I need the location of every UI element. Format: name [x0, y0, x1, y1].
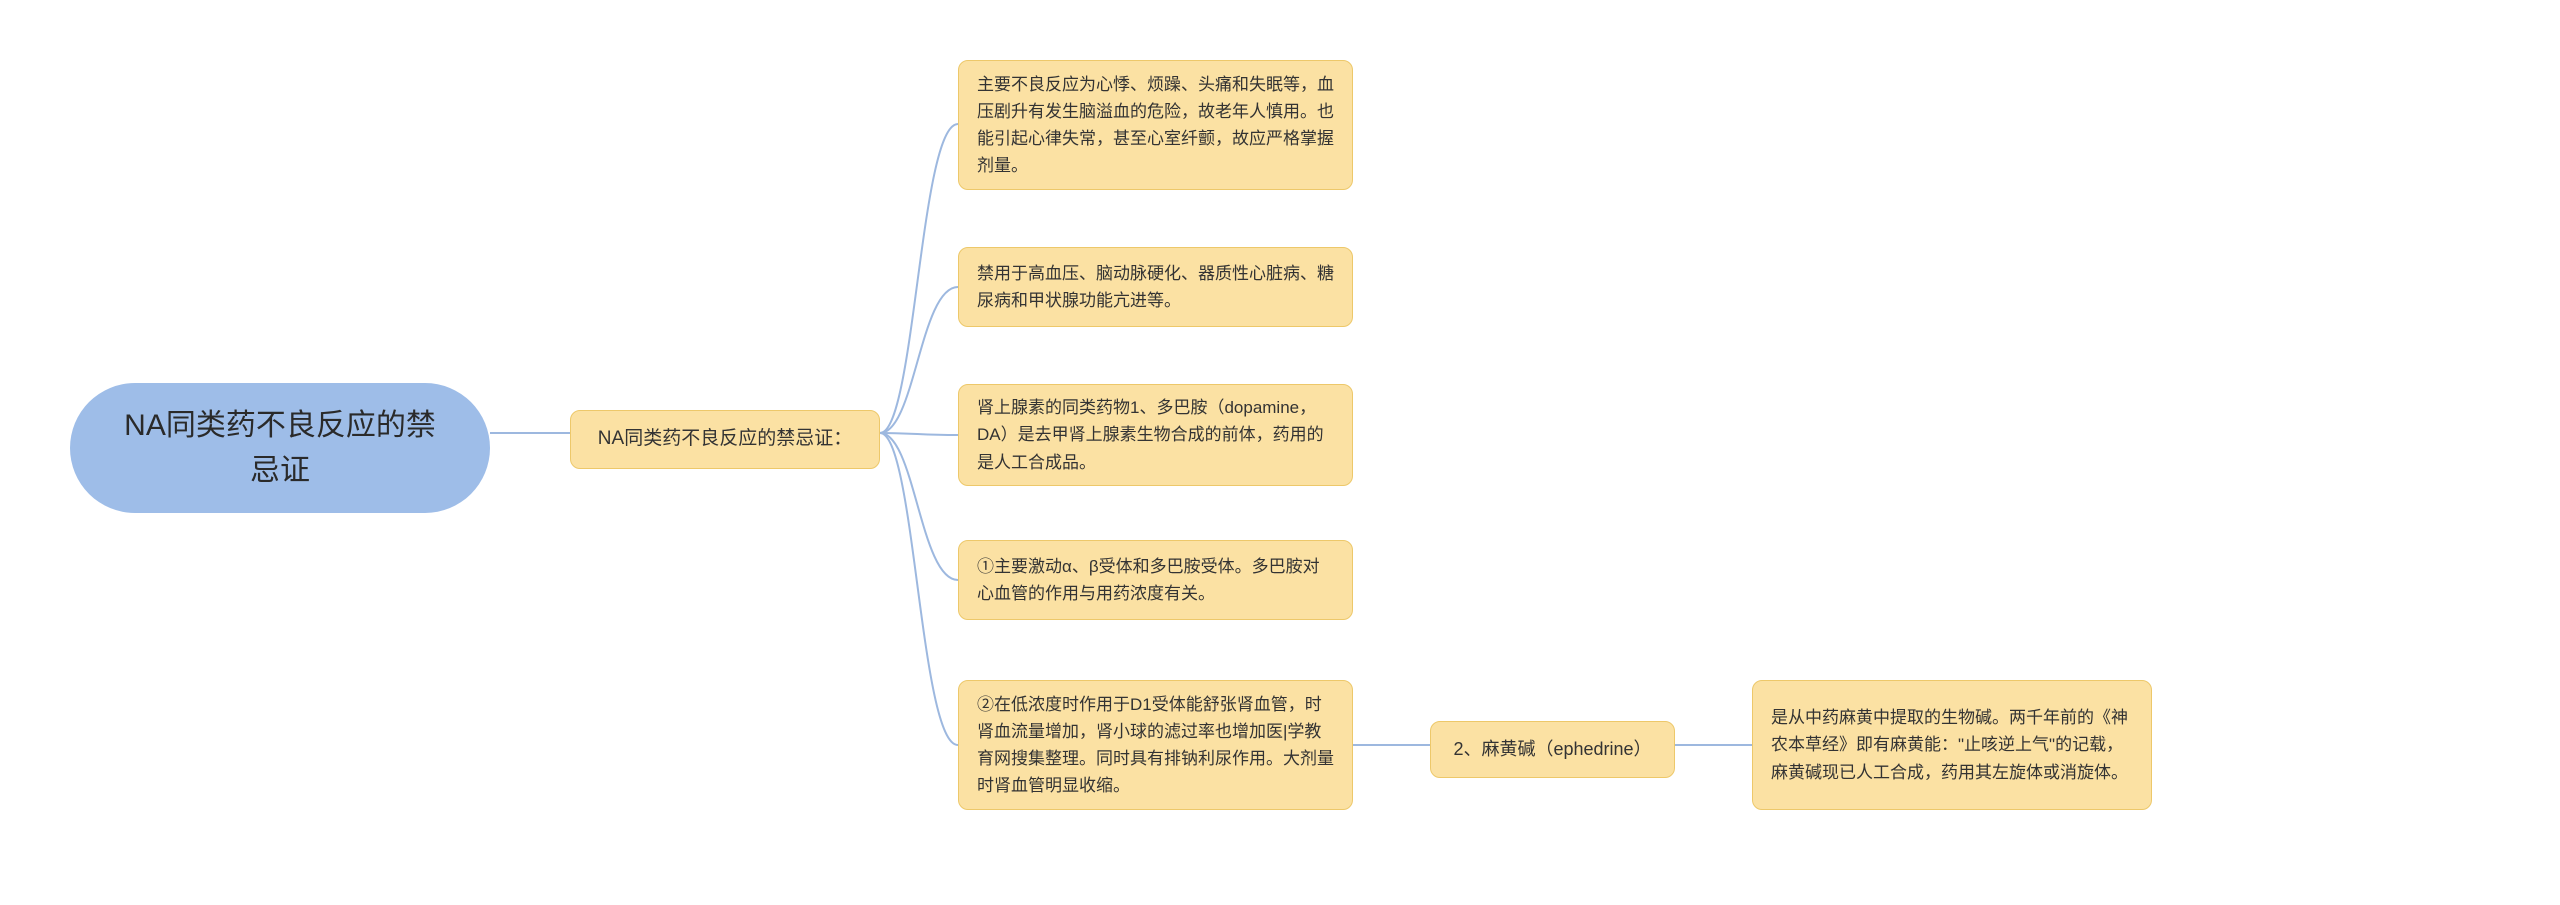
mindmap-canvas: NA同类药不良反应的禁忌证 NA同类药不良反应的禁忌证： 主要不良反应为心悸、烦… — [0, 0, 2560, 905]
sub-branch-node[interactable]: 2、麻黄碱（ephedrine） — [1430, 721, 1675, 778]
branch-node[interactable]: NA同类药不良反应的禁忌证： — [570, 410, 880, 469]
sub-leaf-text: 是从中药麻黄中提取的生物碱。两千年前的《神农本草经》即有麻黄能："止咳逆上气"的… — [1771, 704, 2133, 786]
sub-leaf-node[interactable]: 是从中药麻黄中提取的生物碱。两千年前的《神农本草经》即有麻黄能："止咳逆上气"的… — [1752, 680, 2152, 810]
branch-label: NA同类药不良反应的禁忌证： — [598, 425, 852, 454]
leaf-node-1[interactable]: 禁用于高血压、脑动脉硬化、器质性心脏病、糖尿病和甲状腺功能亢进等。 — [958, 247, 1353, 327]
sub-branch-label: 2、麻黄碱（ephedrine） — [1453, 736, 1651, 763]
root-label: NA同类药不良反应的禁忌证 — [118, 403, 442, 493]
leaf-text: 禁用于高血压、脑动脉硬化、器质性心脏病、糖尿病和甲状腺功能亢进等。 — [977, 260, 1334, 314]
leaf-node-0[interactable]: 主要不良反应为心悸、烦躁、头痛和失眠等，血压剧升有发生脑溢血的危险，故老年人慎用… — [958, 60, 1353, 190]
leaf-text: 肾上腺素的同类药物1、多巴胺（dopamine，DA）是去甲肾上腺素生物合成的前… — [977, 394, 1334, 476]
root-node[interactable]: NA同类药不良反应的禁忌证 — [70, 383, 490, 513]
leaf-node-4[interactable]: ②在低浓度时作用于D1受体能舒张肾血管，时肾血流量增加，肾小球的滤过率也增加医|… — [958, 680, 1353, 810]
leaf-text: ②在低浓度时作用于D1受体能舒张肾血管，时肾血流量增加，肾小球的滤过率也增加医|… — [977, 691, 1334, 800]
leaf-text: 主要不良反应为心悸、烦躁、头痛和失眠等，血压剧升有发生脑溢血的危险，故老年人慎用… — [977, 71, 1334, 180]
leaf-node-2[interactable]: 肾上腺素的同类药物1、多巴胺（dopamine，DA）是去甲肾上腺素生物合成的前… — [958, 384, 1353, 486]
leaf-node-3[interactable]: ①主要激动α、β受体和多巴胺受体。多巴胺对心血管的作用与用药浓度有关。 — [958, 540, 1353, 620]
leaf-text: ①主要激动α、β受体和多巴胺受体。多巴胺对心血管的作用与用药浓度有关。 — [977, 553, 1334, 607]
